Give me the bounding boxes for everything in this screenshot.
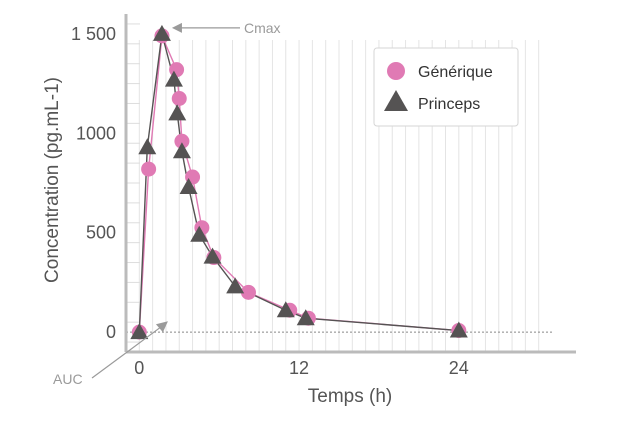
legend-box bbox=[373, 47, 519, 127]
legend-triangle-marker bbox=[384, 90, 408, 111]
vertical-grid bbox=[138, 40, 540, 352]
princeps-point bbox=[152, 24, 171, 41]
y-tick-label: 500 bbox=[86, 223, 116, 243]
generique-point bbox=[141, 161, 157, 177]
y-minor-ticks bbox=[126, 23, 140, 343]
y-tick-label: 1000 bbox=[76, 123, 116, 143]
y-axis-title: Concentration (pg.mL-1) bbox=[42, 77, 63, 283]
princeps-point bbox=[449, 321, 468, 338]
princeps-point bbox=[203, 247, 222, 264]
series-markers bbox=[130, 24, 468, 340]
annotations: Cmax AUC bbox=[53, 20, 281, 387]
princeps-point bbox=[168, 104, 187, 121]
legend: Générique Princeps bbox=[373, 47, 519, 127]
x-tick-label: 12 bbox=[289, 358, 309, 378]
legend-circle-marker bbox=[387, 62, 405, 80]
princeps-point bbox=[190, 225, 209, 242]
princeps-point bbox=[130, 323, 149, 340]
auc-arrowhead bbox=[155, 321, 168, 333]
princeps-point bbox=[164, 70, 183, 87]
y-tick-label: 1 500 bbox=[71, 24, 116, 44]
x-tick-label: 24 bbox=[449, 358, 469, 378]
generique-point bbox=[169, 62, 185, 78]
cmax-arrowhead bbox=[171, 22, 182, 33]
princeps-point bbox=[276, 301, 295, 318]
generique-point bbox=[174, 133, 190, 149]
auc-label: AUC bbox=[53, 371, 83, 387]
legend-label-generique: Générique bbox=[418, 64, 493, 81]
generique-point bbox=[240, 284, 256, 300]
auc-arrow bbox=[91, 325, 163, 379]
x-tick-label: 0 bbox=[134, 358, 144, 378]
x-axis-title: Temps (h) bbox=[308, 386, 392, 407]
princeps-point bbox=[172, 142, 191, 159]
princeps-point bbox=[138, 138, 157, 155]
princeps-point bbox=[179, 177, 198, 194]
x-tick-labels: 0 12 24 bbox=[134, 358, 469, 378]
legend-label-princeps: Princeps bbox=[418, 96, 480, 113]
princeps-point bbox=[226, 277, 245, 294]
y-tick-label: 0 bbox=[106, 322, 116, 342]
generique-point bbox=[171, 91, 187, 106]
y-tick-labels: 0 500 1000 1 500 bbox=[71, 24, 116, 342]
cmax-label: Cmax bbox=[244, 20, 281, 36]
princeps-point bbox=[296, 309, 315, 326]
